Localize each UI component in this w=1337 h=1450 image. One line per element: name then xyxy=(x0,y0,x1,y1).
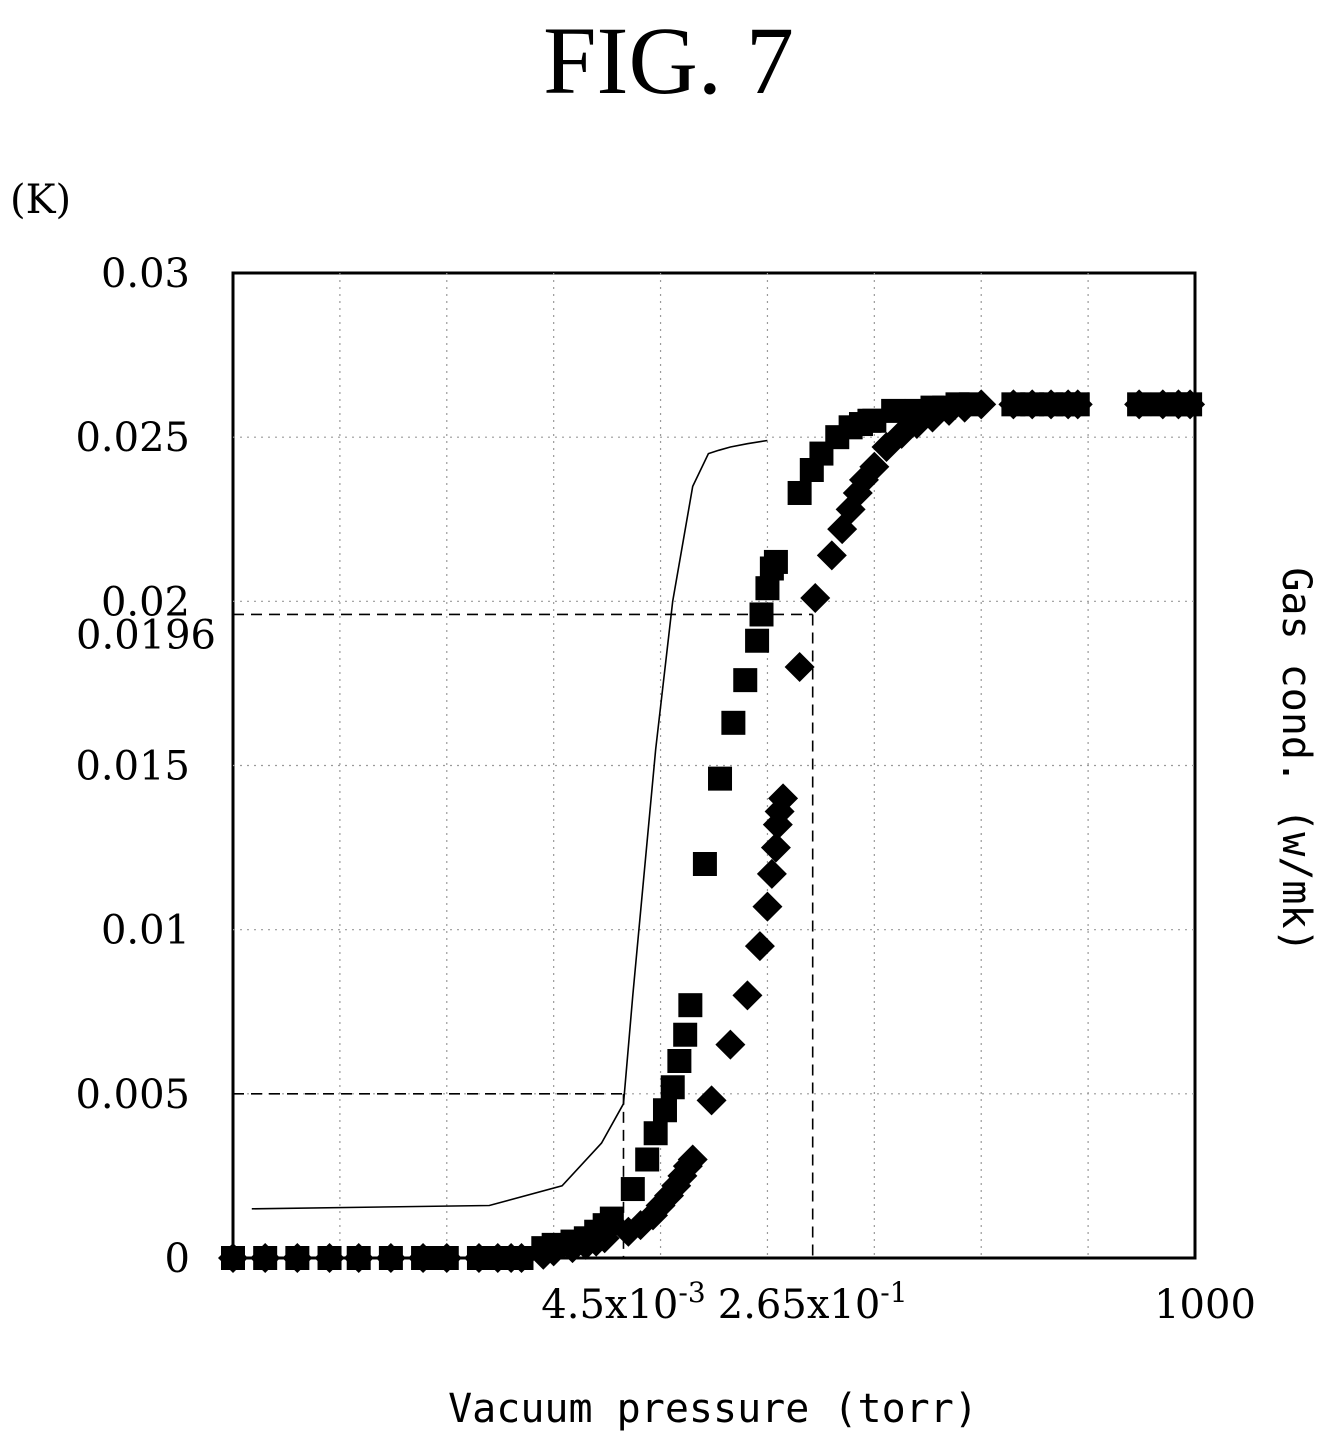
diamond-point xyxy=(589,1223,620,1254)
y-tick-label: 0.015 xyxy=(75,744,190,790)
right-axis-label: Gas cond. (w/mk) xyxy=(1273,567,1319,952)
square-point xyxy=(745,628,770,653)
y-tick-label: 0.03 xyxy=(101,251,190,297)
diamond-point xyxy=(218,1243,248,1273)
diamond-point xyxy=(375,1243,406,1273)
square-point xyxy=(881,398,906,423)
square-point xyxy=(708,766,733,791)
diamond-point xyxy=(282,1243,313,1273)
diamond-point xyxy=(784,652,815,682)
y-tick-labels: 0 0.005 0.01 0.015 0.02 0.025 0.03 0.0196 xyxy=(75,251,216,1282)
diamond-point xyxy=(1147,389,1178,420)
square-point xyxy=(673,1022,698,1047)
diamond-point xyxy=(431,1243,462,1273)
square-point xyxy=(749,602,774,627)
diamond-point xyxy=(343,1243,374,1273)
diamond-point xyxy=(538,1236,569,1267)
x-axis-label: Vacuum pressure (torr) xyxy=(448,1386,978,1432)
diamond-point xyxy=(250,1243,281,1273)
diamond-point xyxy=(408,1243,439,1273)
diamond-point xyxy=(1175,389,1206,420)
square-point xyxy=(678,993,703,1018)
y-tick-label: 0.01 xyxy=(101,908,190,954)
x-tick-label: 1000 xyxy=(1154,1282,1256,1328)
y-tick-label: 0.025 xyxy=(75,415,190,461)
diamond-point xyxy=(1062,389,1093,420)
diamond-point xyxy=(816,540,847,571)
diamond-point xyxy=(314,1243,345,1273)
grid-lines xyxy=(233,273,1195,1258)
diamond-point xyxy=(760,832,791,863)
square-point xyxy=(660,1075,685,1100)
y-tick-label: 0.02 xyxy=(101,579,190,625)
series-line xyxy=(251,439,768,1210)
diamond-point xyxy=(998,389,1029,420)
square-point xyxy=(721,710,746,735)
diamond-point xyxy=(859,451,890,482)
diamond-point xyxy=(463,1243,494,1273)
diamond-point xyxy=(756,858,787,889)
diamond-point xyxy=(768,783,799,814)
y-tick-label: 0.005 xyxy=(75,1072,190,1118)
square-point xyxy=(763,549,788,574)
square-point xyxy=(620,1177,645,1202)
square-point xyxy=(667,1049,692,1073)
diamond-point xyxy=(744,931,775,962)
x-tick-label: 4.5x10-3 xyxy=(541,1276,705,1328)
square-point xyxy=(692,852,717,876)
diamond-point xyxy=(1036,389,1067,420)
square-series xyxy=(221,392,1203,1270)
diamond-point xyxy=(732,980,763,1011)
square-point xyxy=(787,480,812,505)
x-tick-label: 2.65x10-1 xyxy=(718,1276,908,1328)
square-point xyxy=(643,1121,668,1146)
square-point xyxy=(733,668,758,693)
diamond-point xyxy=(677,1144,708,1175)
diamond-point xyxy=(715,1029,746,1060)
diamond-point xyxy=(800,583,831,614)
diamond-point xyxy=(1017,389,1048,420)
y-tick-label: 0 xyxy=(165,1236,190,1282)
line-series xyxy=(251,439,768,1210)
diamond-point xyxy=(506,1243,537,1273)
diamond-point xyxy=(752,891,783,922)
diamond-point xyxy=(966,389,997,420)
diamond-point xyxy=(1124,389,1155,420)
square-point xyxy=(652,1098,677,1123)
figure-title: FIG. 7 xyxy=(543,7,794,114)
diamond-series xyxy=(218,389,1206,1273)
diamond-point xyxy=(696,1085,727,1116)
square-point xyxy=(635,1147,660,1172)
y-unit-label: (K) xyxy=(10,177,71,223)
x-tick-labels: 4.5x10-3 2.65x10-1 1000 xyxy=(541,1276,1256,1328)
y-tick-label-extra: 0.0196 xyxy=(76,612,216,658)
